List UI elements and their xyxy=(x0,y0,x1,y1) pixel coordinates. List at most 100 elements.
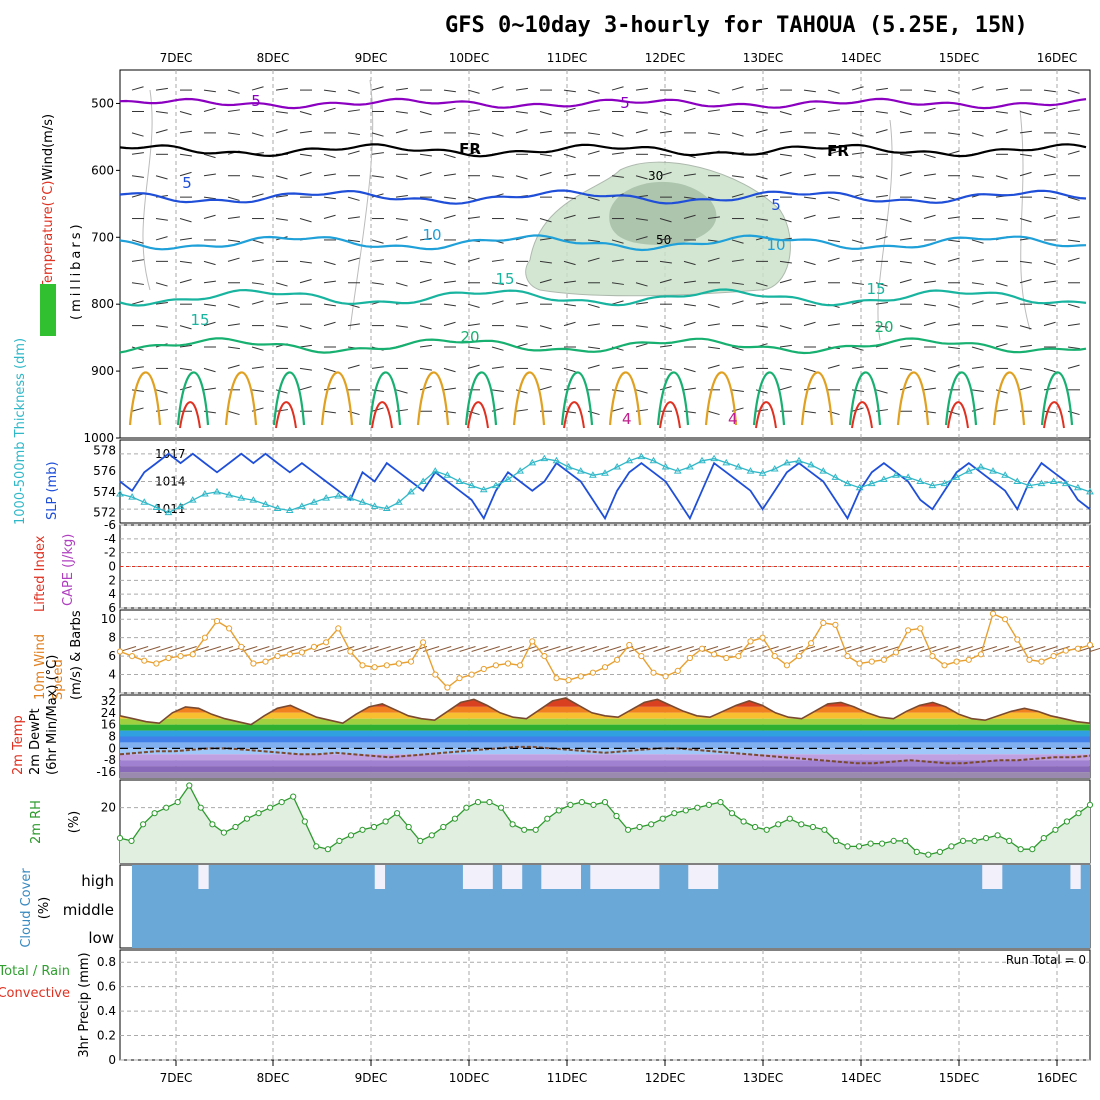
wind-barb xyxy=(827,257,840,262)
wind-barb xyxy=(203,303,216,307)
wind-barb-10m xyxy=(786,646,804,652)
wind-barb xyxy=(251,86,264,91)
thickness-marker xyxy=(176,502,185,509)
wind-barb xyxy=(923,303,936,307)
cape-ylabel: CAPE (J/kg) xyxy=(61,534,76,606)
wind-barb xyxy=(731,239,744,244)
ua-y-tick: 900 xyxy=(91,364,114,378)
wind-barb xyxy=(443,321,456,327)
isotherm-label: 10 xyxy=(422,226,441,244)
wind-barb xyxy=(227,132,240,136)
temp-band xyxy=(120,706,1090,713)
temp-ylabel-part: (6hr Min/Max) (°C) xyxy=(45,655,60,775)
wind-barb xyxy=(827,216,840,220)
wind-barb xyxy=(1043,107,1056,112)
wind-barb xyxy=(131,86,144,91)
cloud-high-gap xyxy=(560,865,572,889)
cloud-high-gap xyxy=(1070,865,1081,889)
wind-barb xyxy=(611,175,624,178)
wind-barb xyxy=(395,236,408,241)
rh-marker xyxy=(324,846,331,853)
wind-barb xyxy=(467,109,480,112)
isotherm-black-FR xyxy=(119,143,1087,158)
wind-speed-marker xyxy=(1050,653,1057,660)
wind-barb xyxy=(923,173,936,177)
wind-barb xyxy=(563,153,576,159)
bl-contour-inner xyxy=(275,401,297,429)
wind-barb xyxy=(299,344,312,348)
thickness-marker xyxy=(140,498,149,505)
rh-marker xyxy=(855,843,863,850)
thickness-marker xyxy=(576,467,585,474)
wind-barb xyxy=(203,387,216,391)
wind-barb xyxy=(203,214,216,220)
wind-barb xyxy=(803,89,816,93)
wind-barb xyxy=(443,280,456,284)
cloud-high-gap xyxy=(629,865,640,889)
bl-contour xyxy=(992,371,1026,426)
wind-barb xyxy=(611,282,624,285)
wind-barb xyxy=(635,129,648,134)
isotherm-label: 5 xyxy=(620,94,630,112)
thickness-marker xyxy=(892,471,900,478)
wind-barb xyxy=(443,173,456,177)
rh-label: 30 xyxy=(648,169,663,183)
wind-barb-10m xyxy=(495,646,513,652)
wind-barb xyxy=(707,109,720,112)
wind-barb xyxy=(371,282,384,285)
wind-barb xyxy=(947,89,960,94)
wind-ylabel: 10m Wind Speed (m/s) & Barbs xyxy=(33,610,84,700)
wind-barb xyxy=(179,237,192,241)
bl-contour-inner xyxy=(467,401,489,429)
wind-barb xyxy=(923,321,936,327)
wind-barb xyxy=(827,150,840,155)
wind-barb xyxy=(851,346,864,351)
date-label-top: 12DEC xyxy=(645,51,685,65)
grey-contour xyxy=(142,89,153,291)
wind-barb-10m xyxy=(216,646,234,652)
thickness-marker xyxy=(782,458,791,466)
rh-marker xyxy=(290,793,297,800)
wind-barb xyxy=(275,129,288,134)
li-tick: -6 xyxy=(104,518,116,532)
wind-barb xyxy=(203,89,216,93)
wind-barb xyxy=(683,260,696,266)
rh-marker xyxy=(567,801,574,809)
bl-contour xyxy=(800,371,834,426)
wind-barb xyxy=(179,111,192,116)
thickness-ylabel: 1000-500mb Thickness (dm) xyxy=(13,338,28,525)
wind-barb xyxy=(179,344,192,348)
wind-barb xyxy=(299,278,312,284)
wind-barb xyxy=(563,214,576,220)
rh-marker xyxy=(220,829,227,836)
wind-barb xyxy=(515,129,528,134)
thickness-marker xyxy=(237,494,246,501)
bl-contour xyxy=(176,371,210,426)
wind-barb xyxy=(467,257,480,262)
wind-barb xyxy=(587,150,600,155)
wind-barb xyxy=(155,325,168,328)
li-tick: 0 xyxy=(108,560,116,574)
wind-barb-10m xyxy=(1004,646,1022,652)
rh-marker xyxy=(278,799,285,806)
wind-barb xyxy=(467,132,480,136)
wind-barb xyxy=(1043,367,1056,373)
wind-barb xyxy=(1067,132,1080,136)
thickness-marker xyxy=(407,487,415,495)
isotherm-label: FR xyxy=(827,142,849,160)
thickness-marker xyxy=(964,467,973,474)
wind-barb-10m xyxy=(713,646,731,652)
wind-barb xyxy=(491,282,504,285)
wind-barb xyxy=(731,346,744,351)
wind-barb xyxy=(155,236,168,241)
wind-barb xyxy=(851,282,864,285)
wind-barb xyxy=(683,387,696,391)
temp-tick: 24 xyxy=(101,706,116,720)
precip-tick: 0.4 xyxy=(97,1004,116,1018)
wind-barb xyxy=(947,303,960,308)
rh-marker xyxy=(186,782,193,789)
wind-barb xyxy=(851,389,864,392)
date-label-top: 10DEC xyxy=(449,51,489,65)
wind-barb xyxy=(347,89,360,94)
wind-barb xyxy=(683,367,696,373)
